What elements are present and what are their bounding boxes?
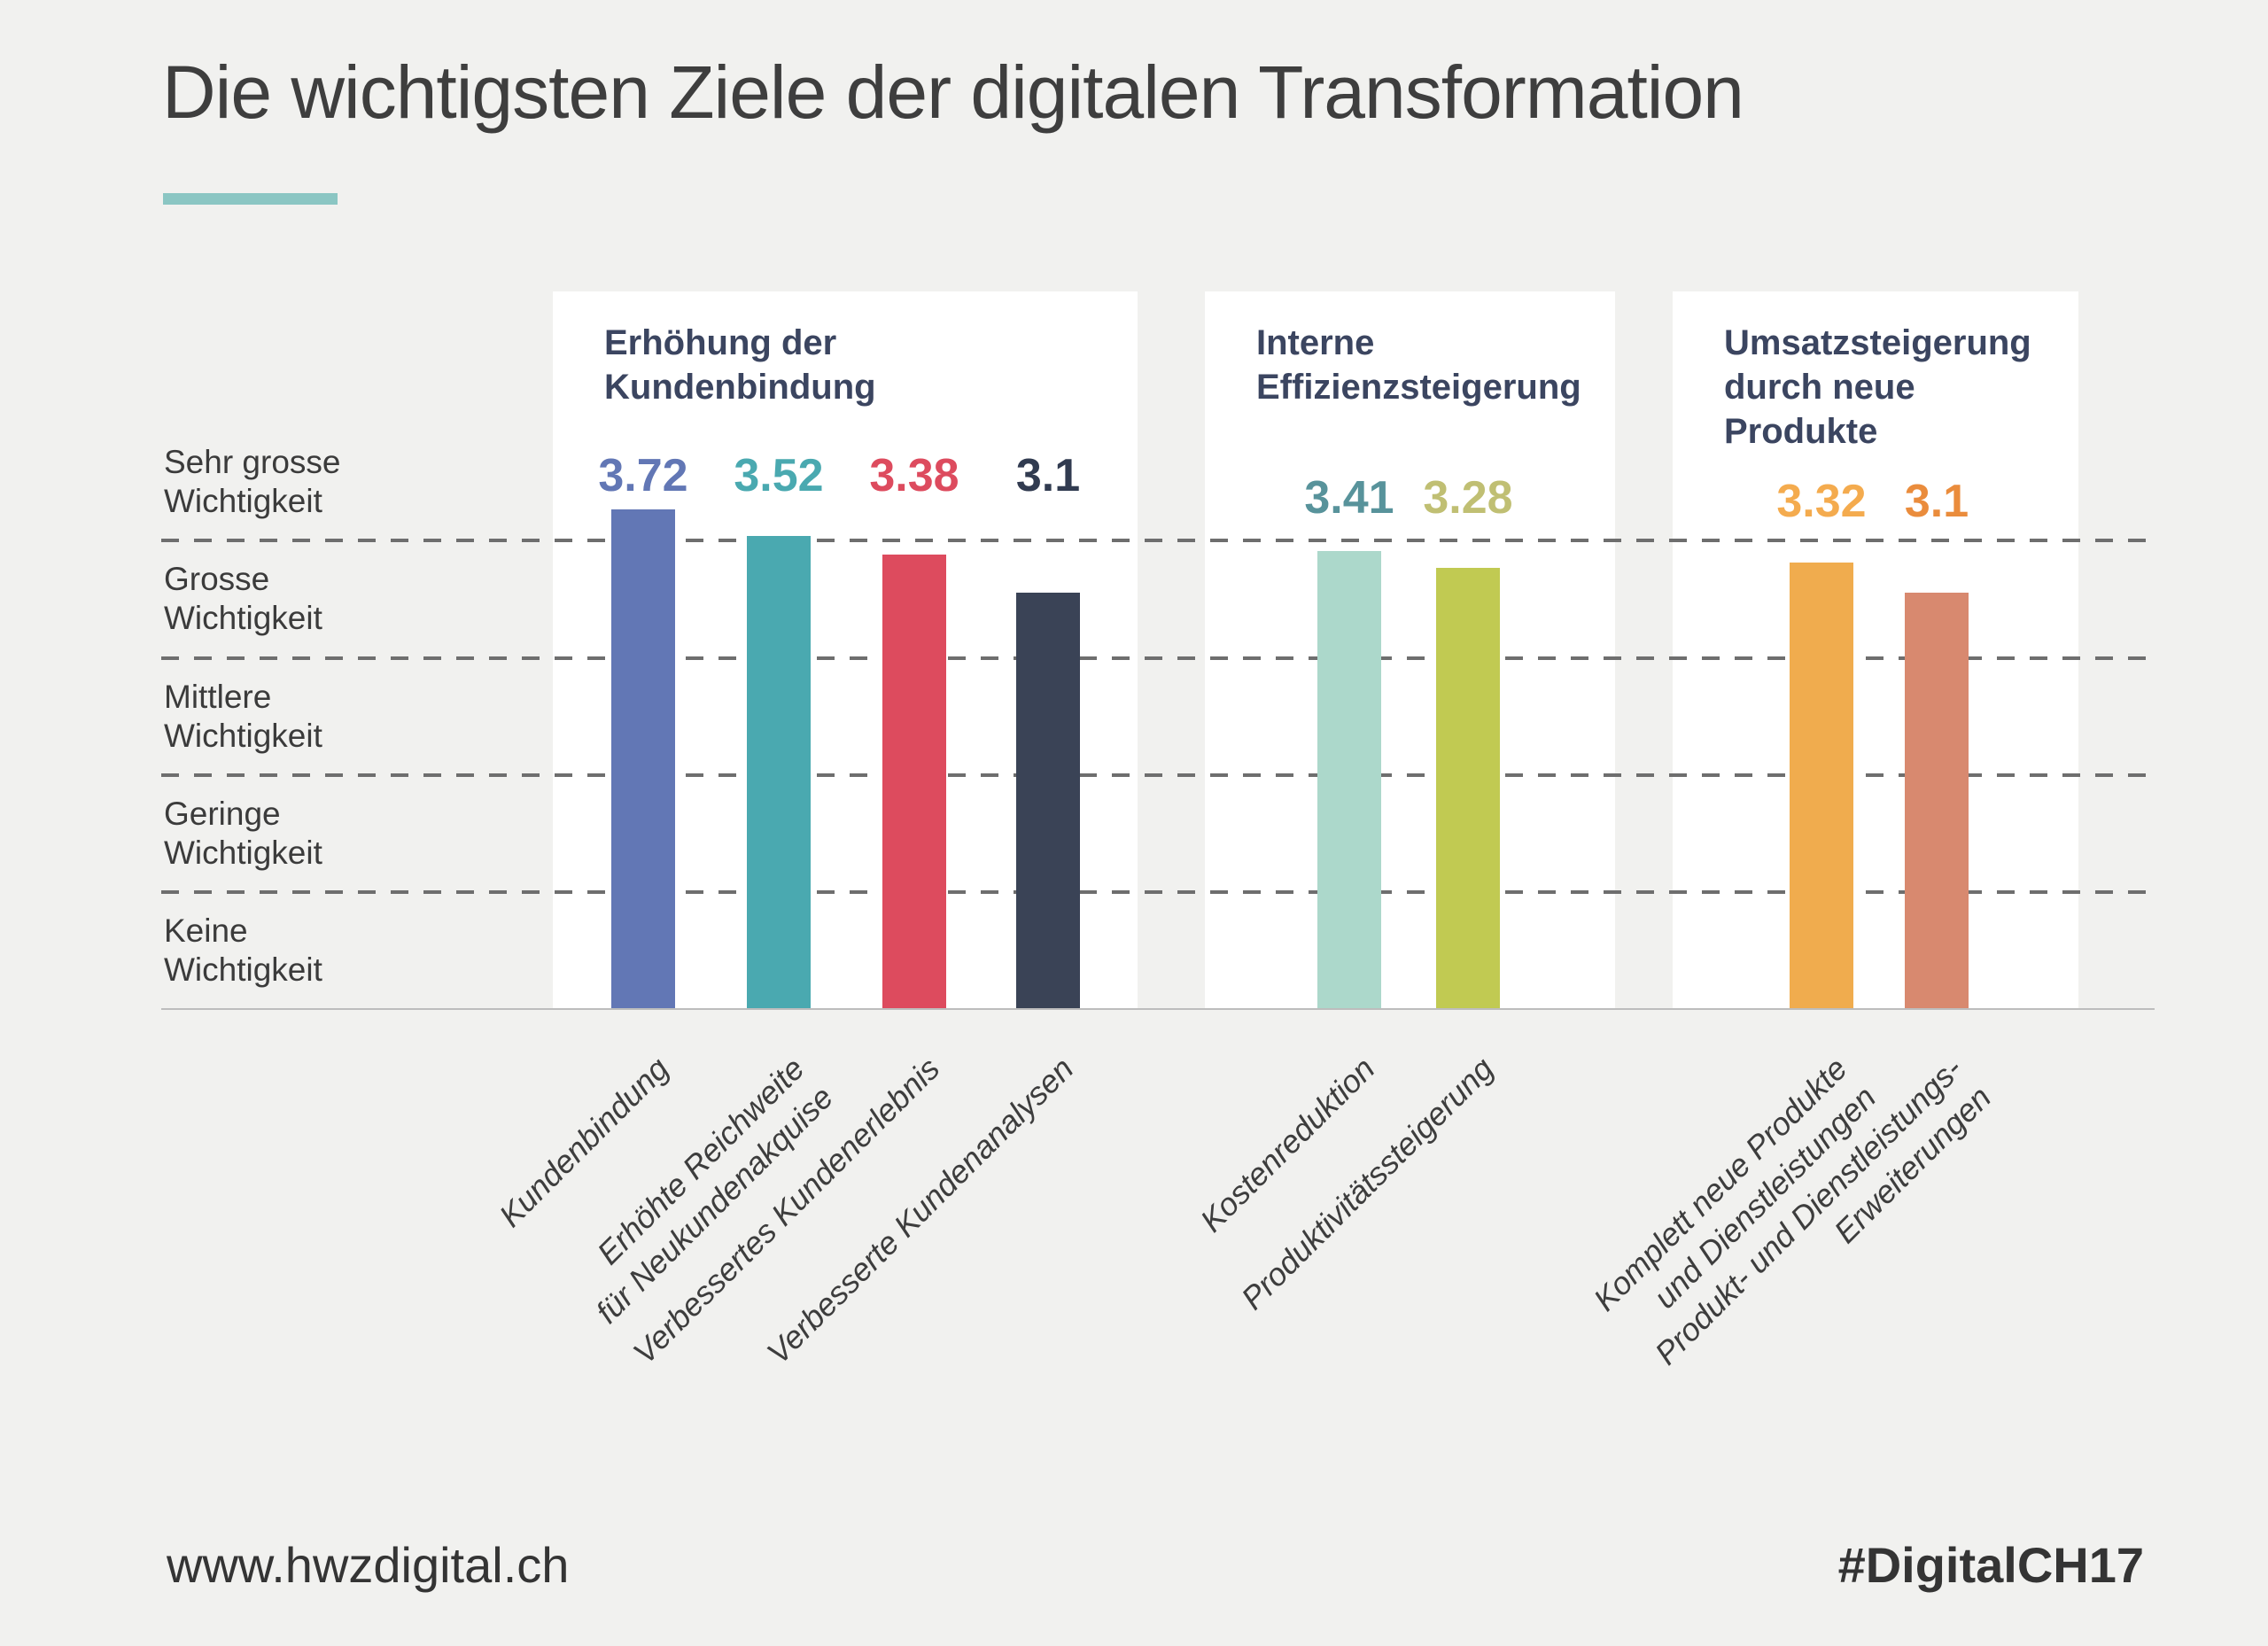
bar-value-label: 3.1 [1904, 476, 1969, 527]
bar-value-label: 3.52 [734, 450, 824, 501]
bar-value-label: 3.1 [1015, 450, 1081, 501]
group-title-2: Interne Effizienzsteigerung [1256, 323, 1581, 407]
bar[interactable] [611, 509, 675, 1009]
bar[interactable] [1016, 593, 1080, 1009]
bar-value-label: 3.41 [1304, 472, 1394, 524]
bar-value-label: 3.38 [869, 450, 959, 501]
gridline-1 [161, 539, 2155, 542]
y-axis-label-2: Grosse Wichtigkeit [164, 561, 322, 636]
bar[interactable] [1905, 593, 1969, 1009]
page-title: Die wichtigsten Ziele der digitalen Tran… [162, 50, 1744, 134]
group-title-3: Umsatzsteigerung durch neue Produkte [1724, 323, 2031, 451]
bar-value-label: 3.32 [1776, 476, 1867, 527]
footer-bar: www.hwzdigital.ch #DigitalCH17 [0, 1476, 2268, 1646]
title-accent-underline [163, 193, 338, 205]
footer-hashtag: #DigitalCH17 [1837, 1537, 2144, 1593]
footer-website-url: www.hwzdigital.ch [167, 1537, 570, 1593]
gridline-2 [161, 656, 2155, 660]
group-panel-3 [1673, 291, 2078, 1009]
bar[interactable] [747, 536, 811, 1009]
x-axis-baseline [161, 1008, 2155, 1010]
y-axis-label-1: Sehr grosse Wichtigkeit [164, 444, 341, 519]
bar[interactable] [1317, 551, 1381, 1009]
bar[interactable] [1436, 568, 1500, 1009]
bar[interactable] [1790, 563, 1853, 1009]
gridline-4 [161, 890, 2155, 894]
y-axis-label-3: Mittlere Wichtigkeit [164, 679, 322, 754]
y-axis-label-4: Geringe Wichtigkeit [164, 796, 322, 871]
group-title-1: Erhöhung der Kundenbindung [604, 323, 876, 407]
bar-value-label: 3.28 [1423, 472, 1513, 524]
group-panel-2 [1205, 291, 1615, 1009]
bar-value-label: 3.72 [598, 450, 688, 501]
bar[interactable] [882, 555, 946, 1009]
y-axis-label-5: Keine Wichtigkeit [164, 912, 322, 988]
gridline-3 [161, 773, 2155, 777]
